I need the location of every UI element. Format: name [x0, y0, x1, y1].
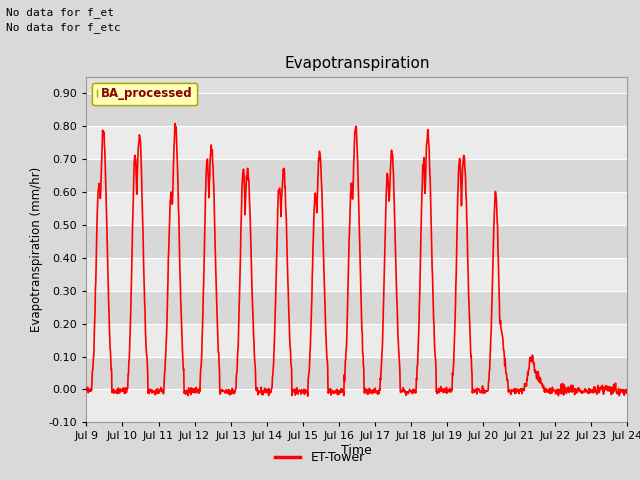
Title: Evapotranspiration: Evapotranspiration [284, 57, 429, 72]
Bar [86, 258, 627, 291]
Bar [86, 93, 627, 126]
Bar [86, 389, 627, 422]
Bar [86, 225, 627, 258]
Text: No data for f_et: No data for f_et [6, 7, 115, 18]
X-axis label: Time: Time [341, 444, 372, 457]
Bar [86, 357, 627, 389]
Bar [86, 192, 627, 225]
Bar [86, 291, 627, 324]
Text: No data for f_etc: No data for f_etc [6, 22, 121, 33]
Bar [86, 126, 627, 159]
Y-axis label: Evapotranspiration (mm/hr): Evapotranspiration (mm/hr) [30, 167, 43, 332]
Legend: BA_processed: BA_processed [92, 83, 197, 105]
Bar [86, 324, 627, 357]
Legend: ET-Tower: ET-Tower [270, 446, 370, 469]
Bar [86, 159, 627, 192]
